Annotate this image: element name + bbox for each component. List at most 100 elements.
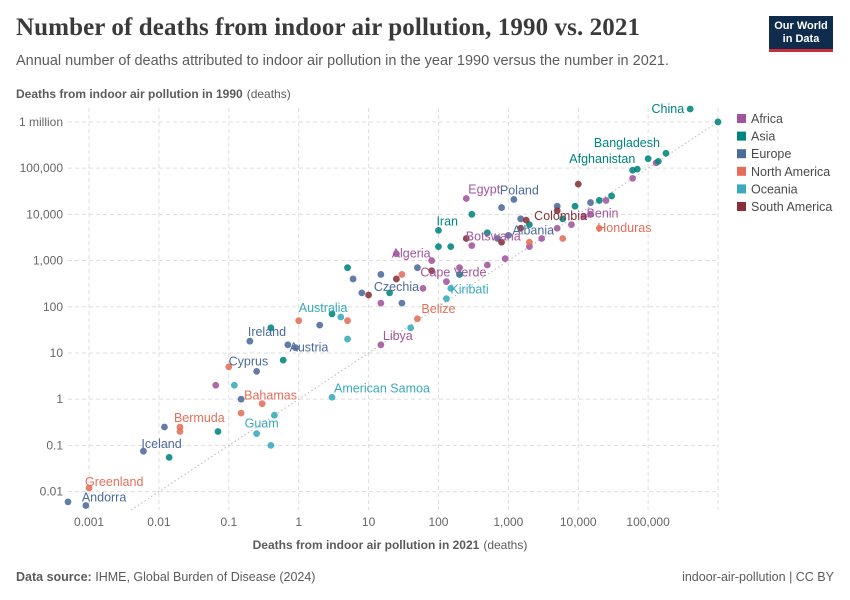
- data-point[interactable]: [386, 289, 394, 297]
- data-point[interactable]: [517, 215, 525, 223]
- data-point[interactable]: [587, 210, 594, 218]
- data-point[interactable]: [504, 232, 512, 239]
- data-point[interactable]: [456, 271, 463, 278]
- data-point[interactable]: [629, 166, 637, 174]
- data-point[interactable]: [392, 275, 400, 283]
- data-point[interactable]: [580, 213, 588, 220]
- data-point[interactable]: [328, 393, 336, 401]
- data-point[interactable]: [501, 255, 509, 263]
- data-point[interactable]: [525, 238, 533, 246]
- data-point[interactable]: [595, 224, 603, 232]
- data-point[interactable]: [284, 341, 292, 349]
- data-point[interactable]: [538, 235, 546, 242]
- data-point[interactable]: [662, 149, 670, 157]
- legend-entry[interactable]: Asia: [751, 130, 775, 144]
- data-point[interactable]: [608, 192, 615, 200]
- data-point[interactable]: [398, 299, 406, 307]
- data-point[interactable]: [462, 195, 470, 202]
- data-point[interactable]: [237, 409, 245, 417]
- data-point[interactable]: [176, 428, 184, 435]
- data-point[interactable]: [517, 224, 525, 232]
- legend-entry[interactable]: North America: [751, 165, 830, 179]
- data-point[interactable]: [225, 363, 233, 371]
- data-point[interactable]: [447, 284, 455, 292]
- data-point[interactable]: [140, 447, 147, 455]
- data-point[interactable]: [462, 235, 470, 242]
- data-point[interactable]: [498, 204, 505, 211]
- legend-entry[interactable]: Europe: [751, 147, 791, 161]
- data-point[interactable]: [574, 180, 582, 188]
- data-point[interactable]: [258, 400, 266, 408]
- data-point[interactable]: [279, 356, 287, 364]
- data-point[interactable]: [686, 105, 694, 113]
- data-point[interactable]: [629, 174, 637, 182]
- data-point[interactable]: [230, 381, 238, 389]
- data-point[interactable]: [377, 341, 385, 349]
- data-point[interactable]: [428, 267, 436, 275]
- data-point[interactable]: [292, 344, 299, 352]
- data-point[interactable]: [349, 275, 357, 283]
- data-point[interactable]: [435, 226, 442, 234]
- data-point[interactable]: [267, 441, 275, 449]
- data-point[interactable]: [407, 324, 415, 332]
- data-point[interactable]: [602, 197, 610, 204]
- data-point[interactable]: [344, 335, 351, 343]
- data-point[interactable]: [64, 498, 72, 506]
- data-point[interactable]: [443, 278, 450, 286]
- data-point[interactable]: [237, 395, 245, 403]
- chart-slug[interactable]: indoor-air-pollution | CC BY: [682, 570, 834, 584]
- data-point[interactable]: [414, 315, 421, 323]
- data-point[interactable]: [571, 202, 579, 210]
- data-point[interactable]: [271, 411, 278, 419]
- data-point[interactable]: [165, 453, 173, 461]
- data-point[interactable]: [510, 196, 518, 203]
- data-point[interactable]: [392, 250, 400, 258]
- data-point[interactable]: [344, 264, 351, 272]
- data-point[interactable]: [377, 271, 385, 278]
- data-point[interactable]: [428, 257, 436, 264]
- data-point[interactable]: [714, 118, 722, 126]
- data-point[interactable]: [595, 197, 603, 204]
- legend-entry[interactable]: Oceania: [751, 182, 798, 196]
- data-point[interactable]: [253, 430, 261, 438]
- data-point[interactable]: [82, 502, 90, 509]
- data-point[interactable]: [344, 317, 351, 325]
- data-point[interactable]: [456, 264, 463, 272]
- data-point[interactable]: [398, 271, 406, 278]
- data-point[interactable]: [377, 299, 385, 307]
- data-point[interactable]: [316, 321, 324, 329]
- data-point[interactable]: [559, 235, 567, 242]
- data-point[interactable]: [522, 216, 530, 224]
- data-point[interactable]: [587, 199, 594, 206]
- legend-entry[interactable]: Africa: [751, 112, 783, 126]
- data-point[interactable]: [483, 261, 491, 269]
- data-point[interactable]: [443, 295, 450, 303]
- owid-logo[interactable]: Our World in Data: [769, 16, 833, 52]
- data-point[interactable]: [468, 242, 476, 250]
- data-point[interactable]: [447, 243, 455, 251]
- data-point[interactable]: [414, 264, 421, 272]
- data-point[interactable]: [468, 210, 476, 218]
- data-point[interactable]: [498, 238, 505, 246]
- data-point[interactable]: [553, 207, 561, 215]
- data-point[interactable]: [654, 157, 662, 165]
- data-point[interactable]: [644, 155, 652, 163]
- data-point[interactable]: [419, 284, 427, 292]
- data-point[interactable]: [246, 337, 254, 345]
- data-point[interactable]: [568, 221, 575, 228]
- data-point[interactable]: [365, 291, 372, 299]
- data-point[interactable]: [267, 324, 275, 332]
- data-point[interactable]: [85, 484, 93, 492]
- data-point[interactable]: [214, 428, 222, 435]
- data-point[interactable]: [358, 289, 366, 297]
- data-point[interactable]: [559, 215, 567, 223]
- legend-entry[interactable]: South America: [751, 200, 832, 214]
- data-point[interactable]: [295, 317, 303, 325]
- data-point[interactable]: [212, 381, 220, 389]
- data-point[interactable]: [253, 367, 261, 375]
- data-point[interactable]: [553, 224, 561, 232]
- data-point[interactable]: [435, 243, 442, 251]
- data-point[interactable]: [161, 423, 168, 431]
- data-point[interactable]: [483, 229, 491, 237]
- data-point[interactable]: [328, 310, 336, 318]
